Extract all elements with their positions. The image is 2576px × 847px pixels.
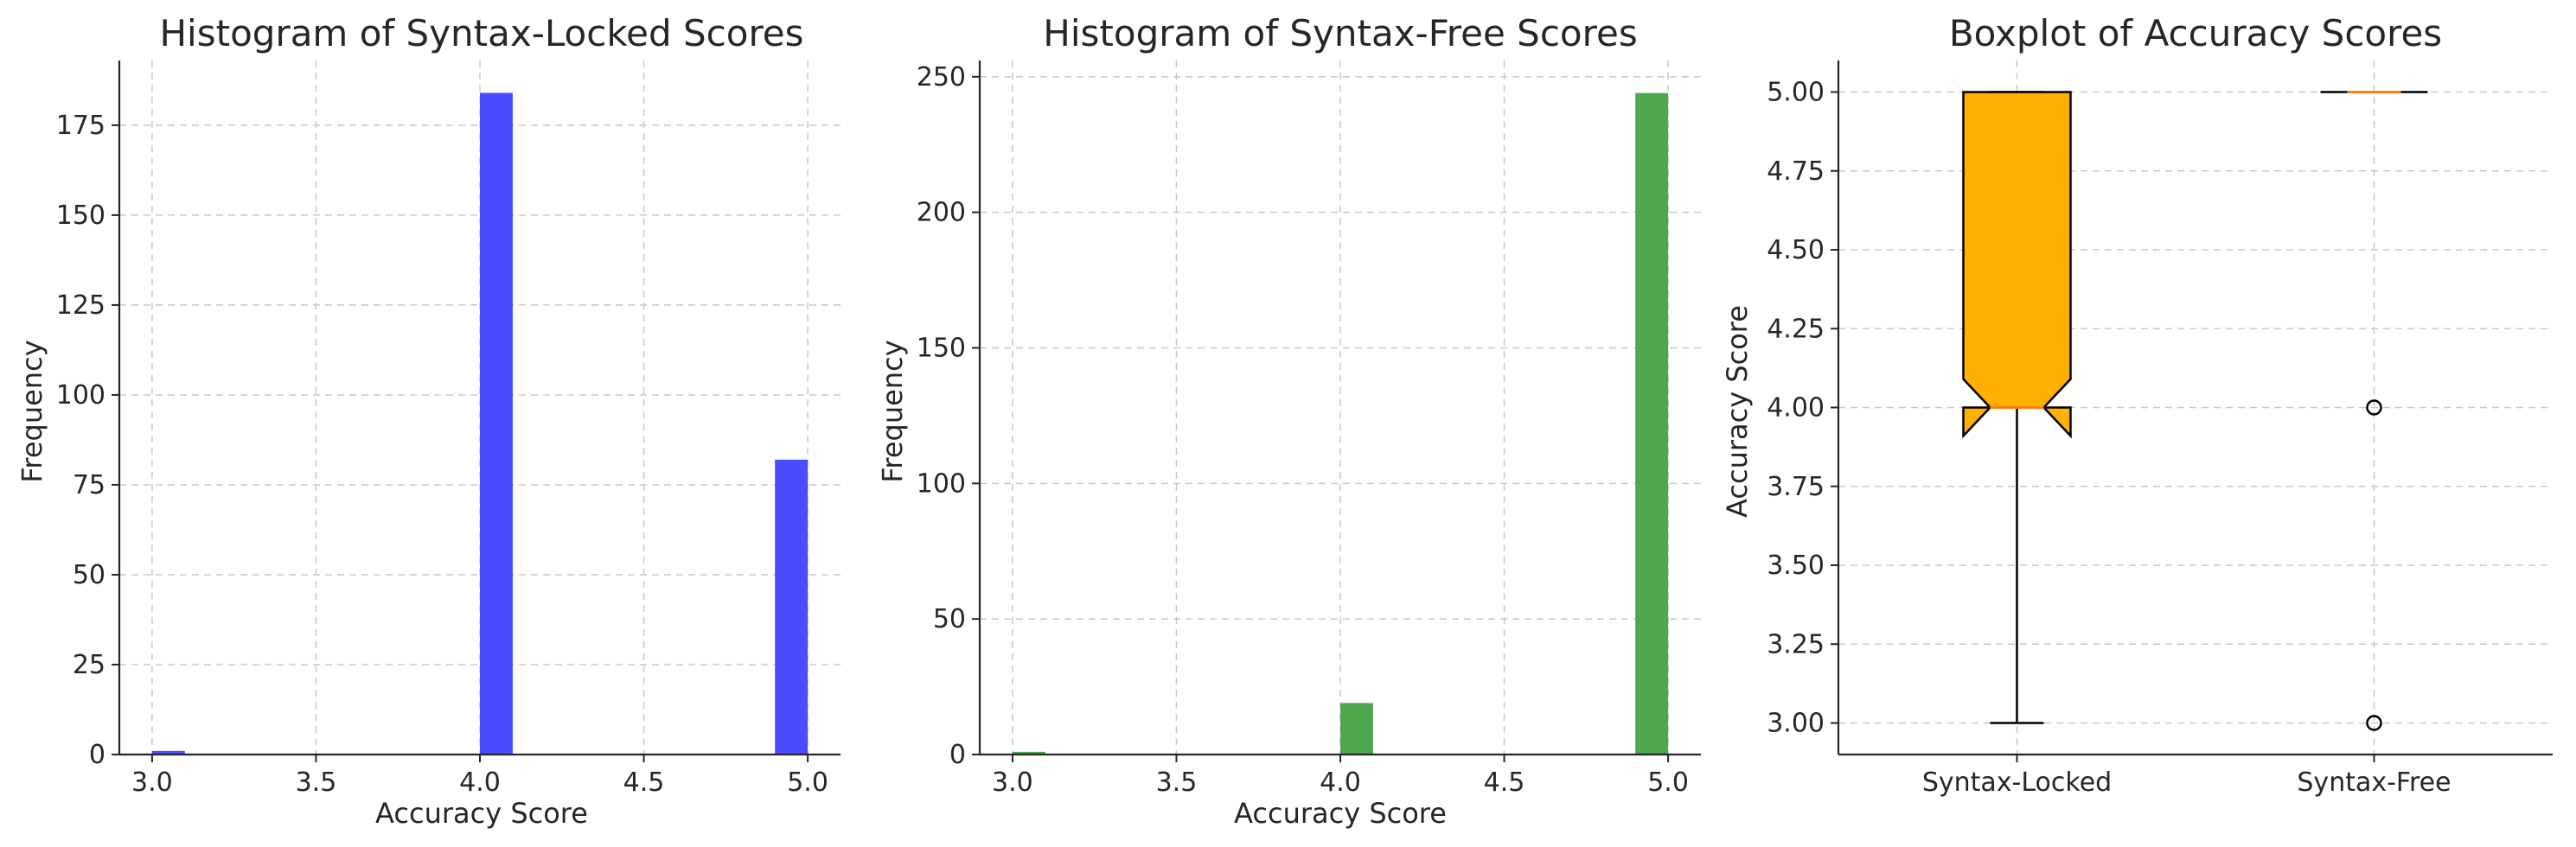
chart-title: Histogram of Syntax-Free Scores bbox=[1043, 12, 1637, 54]
panel-accuracy-boxplot: Syntax-Locked Syntax-Free 3.00 3.25 3.50 3.7… bbox=[1721, 12, 2553, 798]
panel-syntax-locked-histogram: 3.0 3.5 4.0 4.5 5.0 0 25 50 75 100 125 150 175 Hist… bbox=[16, 12, 841, 830]
y-axis-label: Frequency bbox=[876, 340, 909, 482]
axes-spines bbox=[972, 60, 1701, 762]
y-tick-label: 4.25 bbox=[1767, 314, 1825, 344]
y-tick-label: 3.75 bbox=[1767, 472, 1825, 502]
x-tick-label: 3.5 bbox=[296, 767, 337, 798]
x-tick-label: 5.0 bbox=[787, 767, 828, 798]
grid-lines bbox=[980, 60, 1701, 755]
y-axis-label: Accuracy Score bbox=[1721, 305, 1754, 518]
histogram-bar bbox=[151, 750, 185, 755]
x-axis-label: Accuracy Score bbox=[1234, 797, 1447, 830]
x-axis-label: Accuracy Score bbox=[375, 797, 588, 830]
y-tick-labels: 0 25 50 75 100 125 150 175 bbox=[56, 111, 105, 770]
panel-syntax-free-histogram: 3.0 3.5 4.0 4.5 5.0 0 50 100 150 200 250 Histogra… bbox=[876, 12, 1701, 830]
y-tick-label: 175 bbox=[56, 111, 105, 141]
bars bbox=[1012, 92, 1669, 755]
box-body bbox=[1962, 91, 2072, 439]
x-tick-label: 3.5 bbox=[1156, 767, 1198, 798]
grid-lines bbox=[1838, 60, 2553, 755]
y-tick-labels: 0 50 100 150 200 250 bbox=[917, 62, 966, 770]
axes-spines bbox=[112, 60, 841, 762]
x-tick-label: 4.0 bbox=[1320, 767, 1361, 798]
y-tick-label: 250 bbox=[917, 62, 966, 92]
y-axis-label: Frequency bbox=[16, 340, 48, 482]
x-tick-label: 4.5 bbox=[1484, 767, 1525, 798]
boxes bbox=[1962, 91, 2428, 731]
outlier-point bbox=[2366, 715, 2382, 731]
chart-title: Boxplot of Accuracy Scores bbox=[1949, 12, 2442, 54]
y-tick-label: 150 bbox=[56, 201, 105, 231]
chart-title: Histogram of Syntax-Locked Scores bbox=[159, 12, 803, 54]
y-tick-label: 100 bbox=[56, 380, 105, 411]
y-tick-label: 5.00 bbox=[1767, 78, 1825, 108]
outlier-point bbox=[2366, 399, 2382, 416]
y-tick-label: 4.75 bbox=[1767, 156, 1825, 187]
x-tick-label: Syntax-Free bbox=[2297, 767, 2451, 798]
y-tick-label: 25 bbox=[73, 650, 105, 680]
histogram-bar bbox=[1012, 751, 1045, 755]
bars bbox=[151, 92, 809, 755]
x-tick-label: 4.5 bbox=[623, 767, 665, 798]
y-tick-label: 3.50 bbox=[1767, 551, 1825, 581]
y-tick-label: 50 bbox=[73, 560, 105, 590]
y-tick-label: 50 bbox=[933, 604, 966, 634]
x-tick-label: Syntax-Locked bbox=[1922, 767, 2112, 798]
y-tick-label: 150 bbox=[917, 333, 966, 363]
y-tick-label: 4.50 bbox=[1767, 235, 1825, 265]
x-tick-labels: 3.0 3.5 4.0 4.5 5.0 bbox=[992, 767, 1689, 798]
y-tick-label: 3.00 bbox=[1767, 709, 1825, 739]
histogram-bar bbox=[1635, 92, 1669, 755]
y-tick-label: 100 bbox=[917, 468, 966, 499]
x-tick-labels: 3.0 3.5 4.0 4.5 5.0 bbox=[131, 767, 828, 798]
x-tick-label: 5.0 bbox=[1647, 767, 1689, 798]
x-tick-label: 3.0 bbox=[992, 767, 1033, 798]
y-tick-label: 0 bbox=[949, 740, 966, 770]
histogram-bar bbox=[1340, 703, 1373, 755]
y-tick-label: 0 bbox=[89, 740, 105, 770]
y-tick-label: 75 bbox=[73, 470, 105, 500]
y-tick-label: 3.25 bbox=[1767, 629, 1825, 659]
histogram-bar bbox=[775, 459, 809, 755]
y-tick-label: 200 bbox=[917, 198, 966, 228]
x-tick-labels: Syntax-Locked Syntax-Free bbox=[1922, 767, 2451, 798]
x-tick-label: 3.0 bbox=[131, 767, 173, 798]
y-tick-label: 4.00 bbox=[1767, 393, 1825, 424]
y-tick-label: 125 bbox=[56, 290, 105, 321]
axes-spines bbox=[1831, 60, 2553, 762]
histogram-bar bbox=[480, 92, 513, 755]
x-tick-label: 4.0 bbox=[459, 767, 501, 798]
y-tick-labels: 3.00 3.25 3.50 3.75 4.00 4.25 4.50 4.75 5.00 bbox=[1767, 78, 1825, 739]
